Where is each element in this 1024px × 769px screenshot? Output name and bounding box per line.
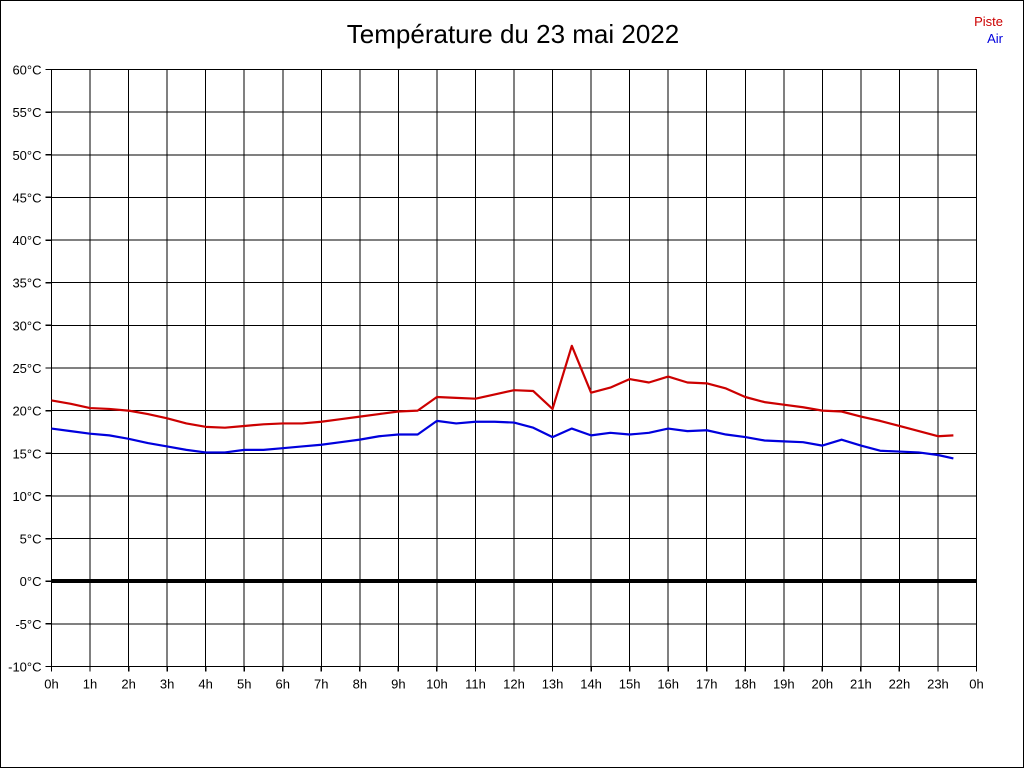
x-axis-tick-label: 11h xyxy=(465,677,486,692)
x-axis-labels: 0h 1h 2h 3h 4h 5h 6h 7h 8h 9h 10h 11h 12h 13h 14h 15h 16… xyxy=(44,677,983,692)
y-axis-tick-label: 0°C xyxy=(20,574,42,589)
y-axis-tick-label: 5°C xyxy=(20,532,42,547)
vertical-gridlines xyxy=(89,69,939,667)
page-title: Température du 23 mai 2022 xyxy=(346,19,680,49)
y-axis-tick-label: 40°C xyxy=(12,233,41,248)
y-axis-labels: 60°C 55°C 50°C 45°C 40°C 35°C 30°C 25°C 20°C 15°C… xyxy=(8,63,41,675)
y-axis-tick-label: 20°C xyxy=(12,404,41,419)
x-axis-tick-label: 2h xyxy=(121,677,135,692)
x-axis-tick-label: 22h xyxy=(889,677,911,692)
y-axis-tick-label: 15°C xyxy=(12,446,41,461)
x-axis-tick-label: 9h xyxy=(391,677,405,692)
x-axis-tick-label: 0h xyxy=(44,677,58,692)
chart-legend: Piste Air xyxy=(974,13,1003,47)
x-axis-tick-label: 3h xyxy=(160,677,174,692)
y-axis-tick-label: 55°C xyxy=(12,105,41,120)
x-axis-tick-label: 15h xyxy=(619,677,641,692)
x-axis-tick-marks xyxy=(50,666,978,672)
x-axis-tick-label: 10h xyxy=(426,677,448,692)
x-axis-tick-label: 19h xyxy=(773,677,795,692)
plot-area-frame xyxy=(50,68,978,668)
y-axis-tick-label: 30°C xyxy=(12,318,41,333)
x-axis-tick-label: 18h xyxy=(734,677,756,692)
y-axis-tick-label: 45°C xyxy=(12,190,41,205)
x-axis-tick-label: 1h xyxy=(83,677,97,692)
x-axis-tick-label: 6h xyxy=(276,677,290,692)
y-axis-tick-label: 35°C xyxy=(12,276,41,291)
x-axis-tick-label: 20h xyxy=(811,677,833,692)
y-axis-tick-label: 60°C xyxy=(12,63,41,78)
y-axis-tick-marks xyxy=(45,68,52,668)
x-axis-tick-label: 23h xyxy=(927,677,949,692)
x-axis-tick-label: 4h xyxy=(198,677,212,692)
x-axis-tick-label: 5h xyxy=(237,677,251,692)
legend-item-air: Air xyxy=(987,31,1003,46)
series-line-air xyxy=(51,419,954,460)
x-axis-tick-label: 7h xyxy=(314,677,328,692)
x-axis-tick-label: 12h xyxy=(503,677,525,692)
series-line-piste xyxy=(51,344,954,438)
legend-item-piste: Piste xyxy=(974,14,1003,29)
x-axis-tick-label: 13h xyxy=(542,677,564,692)
x-axis-tick-label: 16h xyxy=(657,677,679,692)
x-axis-tick-label: 8h xyxy=(353,677,367,692)
y-axis-tick-label: -5°C xyxy=(15,617,41,632)
x-axis-tick-label: 17h xyxy=(696,677,718,692)
x-axis-tick-label: 0h xyxy=(969,677,983,692)
y-axis-tick-label: 25°C xyxy=(12,361,41,376)
y-axis-tick-label: -10°C xyxy=(8,660,41,675)
y-axis-tick-label: 50°C xyxy=(12,148,41,163)
x-axis-tick-label: 21h xyxy=(850,677,872,692)
y-axis-tick-label: 10°C xyxy=(12,489,41,504)
x-axis-tick-label: 14h xyxy=(580,677,602,692)
